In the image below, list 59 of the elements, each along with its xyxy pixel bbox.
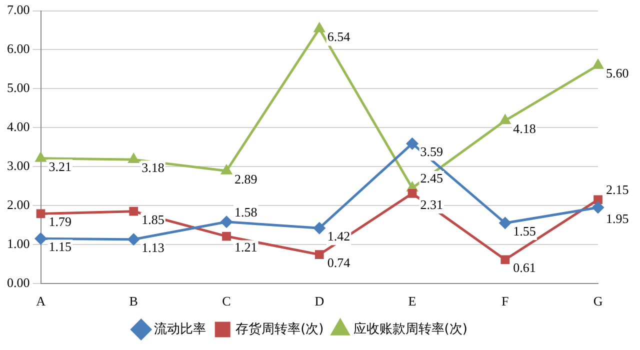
data-label: 2.15 bbox=[606, 182, 629, 198]
legend-label: 流动比率 bbox=[154, 320, 206, 337]
point bbox=[592, 60, 604, 69]
point bbox=[129, 206, 138, 216]
data-label: 1.95 bbox=[606, 210, 629, 226]
data-label: 4.18 bbox=[513, 121, 536, 136]
data-label: 3.21 bbox=[48, 158, 72, 174]
point bbox=[500, 255, 510, 264]
data-label: 1.21 bbox=[234, 240, 258, 255]
y-tick-label: 1.00 bbox=[7, 236, 30, 251]
data-label: 2.89 bbox=[234, 171, 258, 186]
data-label: 2.45 bbox=[420, 170, 443, 186]
x-tick-label: A bbox=[36, 294, 46, 309]
x-tick-label: G bbox=[593, 294, 603, 309]
y-tick-label: 6.00 bbox=[7, 41, 30, 56]
point bbox=[314, 222, 326, 234]
data-label: 1.79 bbox=[48, 214, 72, 230]
point bbox=[35, 232, 46, 244]
data-label: 1.58 bbox=[234, 204, 258, 220]
x-tick-label: C bbox=[222, 294, 231, 309]
point bbox=[36, 152, 46, 162]
point bbox=[128, 234, 140, 246]
y-tick-label: 0.00 bbox=[7, 274, 30, 290]
data-label: 0.74 bbox=[327, 255, 351, 270]
point bbox=[408, 189, 417, 198]
y-tick-label: 7.00 bbox=[7, 2, 30, 18]
data-label: 6.54 bbox=[327, 29, 351, 44]
legend-label: 存货周转率(次) bbox=[236, 320, 324, 337]
point bbox=[499, 217, 511, 229]
legend-label: 应收账款周转率(次) bbox=[353, 320, 468, 337]
data-label: 3.18 bbox=[142, 160, 164, 175]
point bbox=[220, 216, 232, 228]
point bbox=[222, 232, 231, 241]
point bbox=[221, 165, 232, 174]
point bbox=[592, 202, 604, 214]
y-tick-label: 2.00 bbox=[7, 196, 30, 212]
point bbox=[128, 154, 139, 164]
point bbox=[594, 195, 602, 204]
data-label: 3.59 bbox=[420, 144, 443, 160]
x-tick-label: B bbox=[129, 294, 138, 309]
data-label: 0.61 bbox=[513, 260, 536, 276]
y-tick-label: 3.00 bbox=[7, 158, 30, 173]
data-label: 5.60 bbox=[606, 66, 629, 81]
data-label: 1.13 bbox=[142, 240, 164, 255]
point bbox=[36, 209, 46, 218]
y-tick-label: 5.00 bbox=[7, 80, 30, 96]
x-tick-label: E bbox=[408, 294, 416, 309]
x-tick-label: D bbox=[314, 294, 324, 309]
point bbox=[314, 22, 325, 32]
y-tick-label: 4.00 bbox=[7, 119, 30, 134]
x-tick-label: F bbox=[502, 294, 509, 309]
data-label: 2.31 bbox=[420, 196, 443, 212]
point bbox=[500, 114, 510, 124]
data-label: 1.15 bbox=[48, 239, 72, 254]
data-label: 1.55 bbox=[513, 223, 536, 238]
point bbox=[406, 138, 418, 150]
data-label: 1.42 bbox=[327, 228, 350, 244]
point bbox=[314, 250, 324, 260]
data-label: 1.85 bbox=[142, 212, 164, 227]
